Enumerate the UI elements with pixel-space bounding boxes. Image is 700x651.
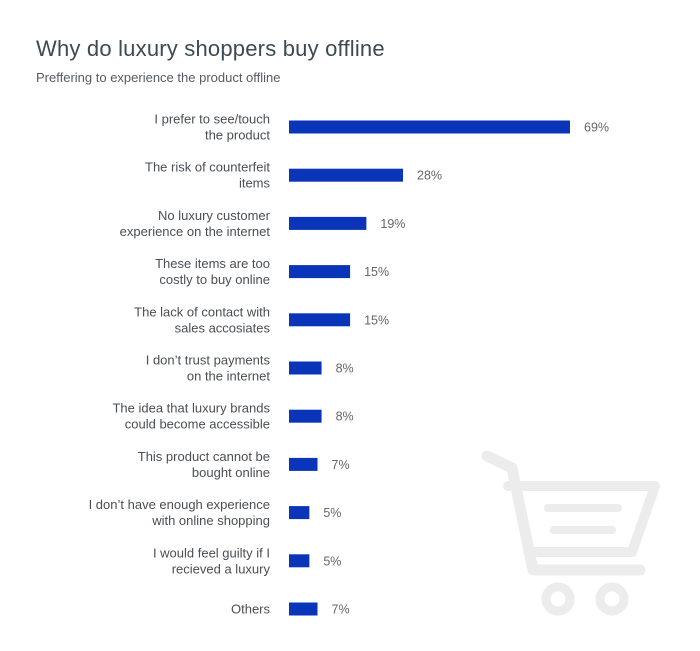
category-label-line: This product cannot be bbox=[138, 449, 270, 464]
category-label-line: could become accessible bbox=[125, 417, 270, 432]
bar-row: 5% I don’t have enough experience with onl… bbox=[89, 497, 342, 528]
category-label: The idea that luxury brands could become … bbox=[112, 401, 270, 432]
category-label-line: items bbox=[239, 176, 271, 191]
bar bbox=[289, 168, 404, 182]
category-label: The risk of counterfeit items bbox=[145, 160, 270, 191]
category-label-line: The risk of counterfeit bbox=[145, 160, 270, 175]
category-label: These items are too costly to buy online bbox=[155, 256, 270, 287]
data-label: 5% bbox=[323, 554, 341, 568]
category-label-line: I would feel guilty if I bbox=[153, 545, 270, 560]
chart-subtitle: Preffering to experience the product off… bbox=[36, 70, 281, 85]
bar bbox=[289, 457, 318, 471]
category-label: I don’t trust payments on the internet bbox=[146, 353, 271, 384]
bar bbox=[289, 602, 318, 616]
bar bbox=[289, 554, 310, 568]
data-label: 7% bbox=[332, 603, 350, 617]
category-label-line: I prefer to see/touch bbox=[154, 112, 270, 127]
data-label: 8% bbox=[336, 362, 354, 376]
category-label-line: with online shopping bbox=[151, 513, 270, 528]
category-label: This product cannot be bought online bbox=[138, 449, 270, 480]
category-label-line: The lack of contact with bbox=[134, 304, 270, 319]
data-label: 69% bbox=[584, 121, 609, 135]
bar-row: 7% This product cannot be bought online bbox=[138, 449, 350, 480]
category-label-line: experience on the internet bbox=[120, 224, 271, 239]
bar bbox=[289, 313, 351, 327]
bar-row: 15% The lack of contact with sales accosia… bbox=[134, 304, 389, 335]
category-label: Others bbox=[231, 602, 271, 617]
data-label: 19% bbox=[380, 217, 405, 231]
bar-row: 28% The risk of counterfeit items bbox=[145, 160, 442, 191]
bar bbox=[289, 120, 570, 134]
category-label-line: The idea that luxury brands bbox=[112, 401, 270, 416]
category-label-line: These items are too bbox=[155, 256, 270, 271]
bar-row: 8% The idea that luxury brands could becom… bbox=[112, 401, 353, 432]
category-label-line: Others bbox=[231, 602, 271, 617]
bar-row: 8% I don’t trust payments on the internet bbox=[146, 353, 354, 384]
category-label: No luxury customer experience on the inte… bbox=[120, 208, 271, 239]
bar-row: 15% These items are too costly to buy onli… bbox=[155, 256, 389, 287]
chart-title: Why do luxury shoppers buy offline bbox=[36, 36, 385, 61]
data-label: 7% bbox=[332, 458, 350, 472]
bar-row: 69% I prefer to see/touch the product bbox=[154, 112, 609, 143]
category-label-line: No luxury customer bbox=[158, 208, 271, 223]
category-label: I don’t have enough experience with onlin… bbox=[89, 497, 270, 528]
bar bbox=[289, 361, 322, 375]
category-label-line: I don’t trust payments bbox=[146, 353, 271, 368]
category-label: The lack of contact with sales accosiates bbox=[134, 304, 270, 335]
category-label-line: bought online bbox=[192, 465, 270, 480]
bar-row: 7% Others bbox=[231, 602, 350, 617]
bar bbox=[289, 409, 322, 423]
category-label-line: I don’t have enough experience bbox=[89, 497, 270, 512]
category-label-line: the product bbox=[205, 128, 270, 143]
bar bbox=[289, 506, 310, 520]
data-label: 15% bbox=[364, 265, 389, 279]
bar bbox=[289, 265, 351, 279]
category-label: I prefer to see/touch the product bbox=[154, 112, 270, 143]
data-label: 15% bbox=[364, 313, 389, 327]
category-label-line: sales accosiates bbox=[175, 320, 271, 335]
category-label-line: costly to buy online bbox=[159, 272, 270, 287]
category-label-line: recieved a luxury bbox=[172, 561, 271, 576]
data-label: 28% bbox=[417, 169, 442, 183]
bar-row: 19% No luxury customer experience on the i… bbox=[120, 208, 406, 239]
bar bbox=[289, 216, 367, 230]
data-label: 8% bbox=[336, 410, 354, 424]
category-label-line: on the internet bbox=[187, 369, 271, 384]
data-label: 5% bbox=[323, 506, 341, 520]
